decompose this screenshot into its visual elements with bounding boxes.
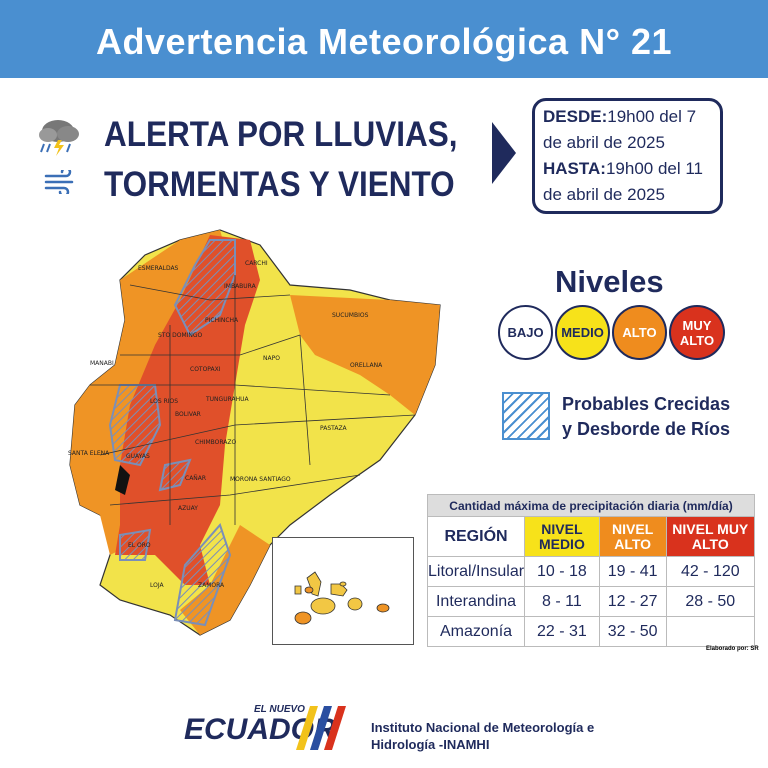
muy-alto-cell [665, 616, 756, 647]
province-label: IMBABURA [224, 283, 257, 290]
province-label: STO DOMINGO [158, 332, 203, 339]
map-andes-muy-alto [115, 235, 260, 585]
institute-line2: Hidrología -INAMHI [371, 737, 490, 752]
region-cell: Interandina [426, 586, 526, 617]
arrow-right-icon [492, 122, 516, 184]
alert-title: ALERTA POR LLUVIAS, TORMENTAS Y VIENTO [104, 110, 458, 210]
province-label: EL ORO [128, 542, 151, 549]
region-cell: Litoral/Insular [426, 556, 526, 587]
province-label: CAÑAR [185, 475, 206, 482]
to-value: 19h00 del 11 de abril de 2025 [543, 159, 704, 204]
levels-title: Niveles [555, 264, 664, 299]
galapagos-islands [294, 571, 390, 625]
province-label: AZUAY [178, 505, 198, 512]
legend-line2: y Desborde de Ríos [562, 419, 731, 439]
alert-title-prefix: ALERTA POR [104, 115, 314, 154]
ecuador-alert-map: ESMERALDAS CARCHI IMBABURA SUCUMBIOS PIC… [68, 229, 441, 636]
province-label: LOS RIOS [150, 398, 178, 405]
from-value: 19h00 del 7 de abril de 2025 [543, 107, 697, 152]
muy-alto-cell: 28 - 50 [665, 586, 756, 617]
level-alto: ALTO [612, 305, 667, 360]
header-alto: NIVEL ALTO [598, 516, 667, 557]
to-label: HASTA: [543, 159, 606, 178]
alto-cell: 12 - 27 [598, 586, 667, 617]
province-label: TUNGURAHUA [205, 396, 250, 403]
level-medio: MEDIO [555, 305, 610, 360]
province-label: ESMERALDAS [138, 265, 179, 272]
institute-line1: Instituto Nacional de Meteorología e [371, 720, 595, 735]
province-label: ZAMORA [198, 582, 225, 589]
logo-small-text: EL NUEVO [254, 704, 305, 715]
institute-name: Instituto Nacional de Meteorología e Hid… [371, 719, 594, 753]
logo-stripes-icon [296, 706, 346, 750]
wind-icon [44, 170, 74, 194]
legend-line1: Probables Crecidas [562, 394, 731, 414]
hatch-legend-icon [502, 392, 550, 440]
province-label: CHIMBORAZO [195, 439, 237, 446]
muy-alto-cell: 42 - 120 [665, 556, 756, 587]
province-label: PICHINCHA [205, 317, 239, 324]
province-label: LOJA [150, 582, 165, 589]
page-title: Advertencia Meteorológica N° 21 [0, 0, 768, 78]
province-label: MANABI [90, 360, 114, 367]
from-label: DESDE: [543, 107, 608, 126]
alto-cell: 19 - 41 [598, 556, 667, 587]
province-label: SANTA ELENA [68, 450, 110, 457]
validity-dates: DESDE:19h00 del 7 de abril de 2025 HASTA… [532, 98, 723, 214]
region-cell: Amazonía [426, 616, 526, 647]
province-label: NAPO [263, 355, 280, 362]
province-label: MORONA SANTIAGO [230, 476, 291, 483]
level-muy-alto: MUY ALTO [669, 305, 725, 360]
header-region: REGIÓN [426, 516, 526, 557]
province-label: CARCHI [245, 260, 268, 267]
level-bajo: BAJO [498, 305, 553, 360]
precipitation-table: Cantidad máxima de precipitación diaria … [426, 494, 756, 647]
province-label: COTOPAXI [190, 366, 221, 373]
table-row: Interandina 8 - 11 12 - 27 28 - 50 [426, 586, 756, 617]
medio-cell: 10 - 18 [524, 556, 600, 587]
table-row: Amazonía 22 - 31 32 - 50 [426, 616, 756, 647]
province-label: GUAYAS [126, 453, 150, 460]
hatch-legend-label: Probables Crecidas y Desborde de Ríos [562, 392, 730, 442]
alert-title-rain: LLUVIAS, [313, 115, 458, 154]
province-label: ORELLANA [350, 362, 383, 369]
province-label: SUCUMBIOS [332, 312, 369, 319]
galapagos-inset-map [272, 537, 414, 645]
medio-cell: 8 - 11 [524, 586, 600, 617]
credit: Elaborado por: SR [706, 646, 759, 652]
header-muy-alto: NIVEL MUY ALTO [665, 516, 756, 557]
province-label: BOLIVAR [175, 411, 201, 418]
province-label: PASTAZA [320, 425, 348, 432]
medio-cell: 22 - 31 [524, 616, 600, 647]
alert-title-line2: TORMENTAS Y VIENTO [104, 165, 455, 204]
header-medio: NIVEL MEDIO [524, 516, 600, 557]
table-row: Litoral/Insular 10 - 18 19 - 41 42 - 120 [426, 556, 756, 587]
alto-cell: 32 - 50 [598, 616, 667, 647]
map-amazon-alto [290, 295, 440, 415]
table-caption: Cantidad máxima de precipitación diaria … [427, 494, 755, 517]
storm-cloud-icon [39, 120, 79, 156]
